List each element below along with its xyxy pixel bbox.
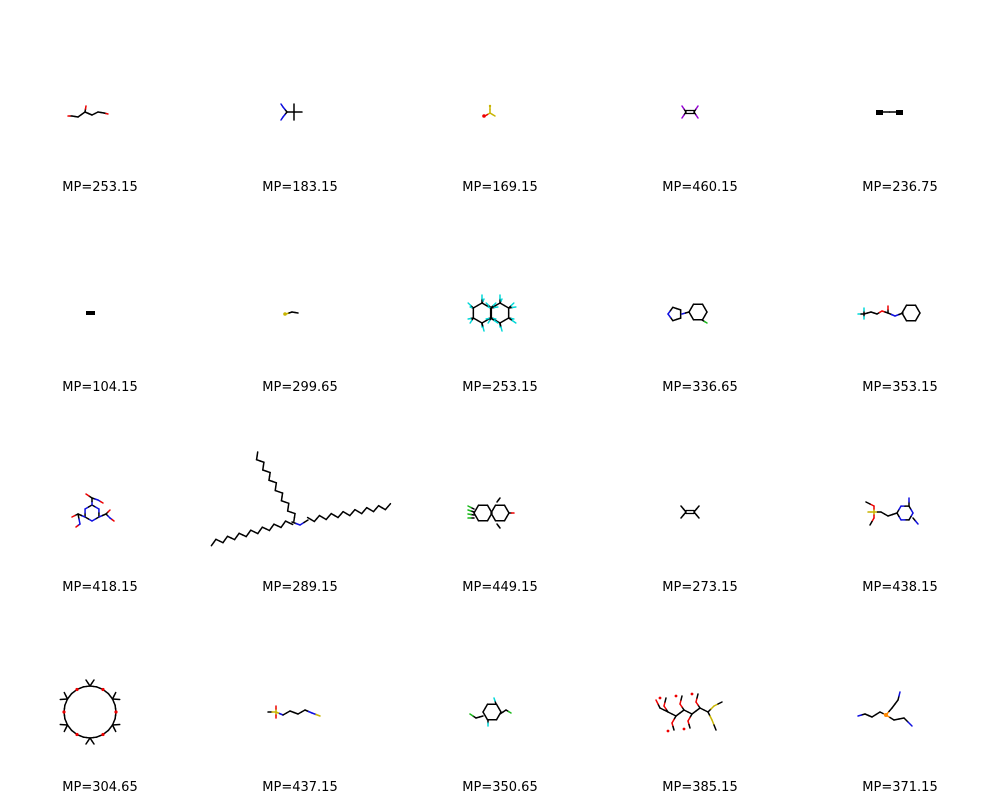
sulfonyl-isothiocyanate-structure [267, 705, 321, 719]
melting-point-label: MP=449.15 [462, 580, 538, 595]
tert-butyl-amine-structure [280, 103, 303, 121]
molecule-cell: MP=437.15 [200, 600, 400, 800]
cyclohexyl-carbamate-structure [857, 304, 921, 322]
molecule-cell: MP=449.15 [400, 400, 600, 600]
melting-point-label: MP=183.15 [262, 180, 338, 195]
small-sulfur-chain-structure [283, 311, 299, 316]
molecule-cell: MP=418.15 [0, 400, 200, 600]
acetylated-sugar-thioacetal-structure [655, 692, 723, 733]
molecule-cell: MP=350.65 [400, 600, 600, 800]
dibromo-ethane-structure [876, 110, 903, 115]
nitro-triazinane-structure [71, 493, 115, 528]
melting-point-label: MP=438.15 [862, 580, 938, 595]
molecule-cell: MP=385.15 [600, 600, 800, 800]
diiodo-alkene-structure [681, 105, 699, 119]
melting-point-label: MP=371.15 [862, 780, 938, 795]
chlorinated-polycycle-structure [467, 497, 515, 529]
small-halo-alkene-structure [680, 505, 700, 519]
molecule-cell: MP=104.15 [0, 200, 200, 400]
melting-point-label: MP=304.65 [62, 780, 138, 795]
sulfonate-triazine-structure [865, 497, 919, 526]
fluoro-benzyl-chloride-structure [469, 697, 512, 727]
melting-point-label: MP=299.65 [262, 380, 338, 395]
molecule-cell: MP=183.15 [200, 0, 400, 200]
small-chain-alcohol-ester-structure [67, 105, 109, 118]
melting-point-label: MP=289.15 [262, 580, 338, 595]
molecule-cell: MP=273.15 [600, 400, 800, 600]
small-sulfur-fluoride-structure [482, 104, 496, 118]
molecule-cell: MP=304.65 [0, 600, 200, 800]
melting-point-label: MP=385.15 [662, 780, 738, 795]
crown-ether-macrocycle-structure [59, 679, 121, 745]
melting-point-label: MP=253.15 [462, 380, 538, 395]
melting-point-label: MP=253.15 [62, 180, 138, 195]
melting-point-label: MP=236.75 [862, 180, 938, 195]
molecule-cell: MP=353.15 [800, 200, 1000, 400]
molecule-cell: MP=371.15 [800, 600, 1000, 800]
melting-point-label: MP=104.15 [62, 380, 138, 395]
molecule-cell: MP=169.15 [400, 0, 600, 200]
molecule-cell: MP=299.65 [200, 200, 400, 400]
molecule-cell: MP=253.15 [400, 200, 600, 400]
diatomic-bromine-structure [86, 311, 95, 315]
molecule-cell: MP=438.15 [800, 400, 1000, 600]
melting-point-label: MP=418.15 [62, 580, 138, 595]
melting-point-label: MP=353.15 [862, 380, 938, 395]
molecule-cell: MP=336.65 [600, 200, 800, 400]
tris-cyanoethyl-phosphine-structure [857, 691, 913, 727]
melting-point-label: MP=437.15 [262, 780, 338, 795]
pyrrolyl-benzene-structure [667, 303, 708, 324]
melting-point-label: MP=336.65 [662, 380, 738, 395]
melting-point-label: MP=273.15 [662, 580, 738, 595]
melting-point-label: MP=350.65 [462, 780, 538, 795]
molecule-cell: MP=460.15 [600, 0, 800, 200]
melting-point-label: MP=460.15 [662, 180, 738, 195]
long-chain-tertiary-amine-structure [210, 451, 392, 547]
molecule-cell: MP=236.75 [800, 0, 1000, 200]
melting-point-label: MP=169.15 [462, 180, 538, 195]
molecule-cell: MP=289.15 [200, 400, 400, 600]
molecule-cell: MP=253.15 [0, 0, 200, 200]
perfluoro-decalin-structure [467, 294, 517, 332]
